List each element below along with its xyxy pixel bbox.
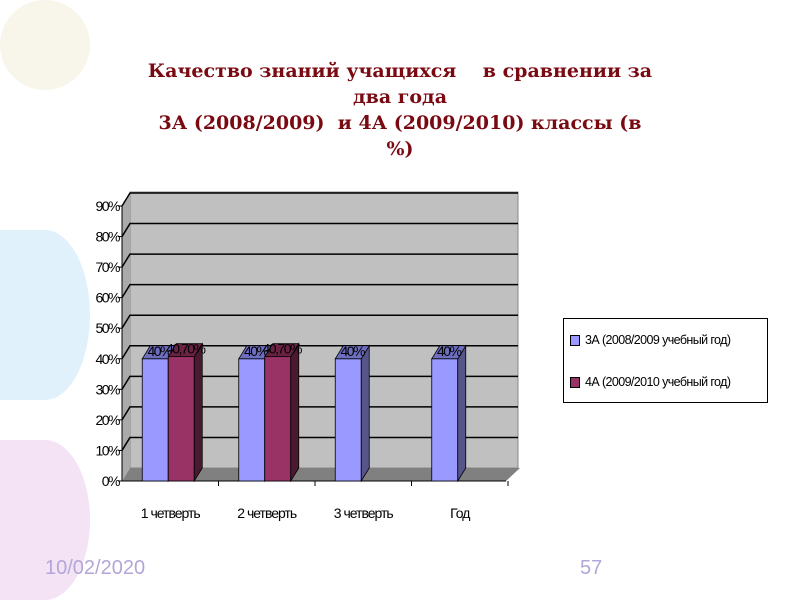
bar <box>141 358 169 482</box>
y-tick-label: 70% <box>95 259 120 275</box>
bar <box>431 358 459 482</box>
title-line: Качество знаний учащихся в сравнении за <box>147 60 653 82</box>
balloon-decoration <box>0 440 90 600</box>
gridline <box>121 314 518 329</box>
x-tick-label: 1 четверть <box>141 505 201 521</box>
data-label: 40,70% <box>166 341 206 357</box>
plot-floor <box>122 468 520 481</box>
y-tick-label: 30% <box>95 381 120 397</box>
title-line: %) <box>386 138 414 160</box>
chart-legend: 3А (2008/2009 учебный год) 4А (2009/2010… <box>563 318 768 403</box>
y-tick-label: 40% <box>95 351 120 367</box>
bar <box>334 358 362 482</box>
y-tick-label: 50% <box>95 320 120 336</box>
gridline <box>121 406 518 421</box>
legend-swatch <box>570 334 580 346</box>
data-label: 40,70% <box>263 341 303 357</box>
gridline <box>121 222 518 237</box>
y-tick-label: 90% <box>95 198 120 214</box>
legend-item: 4А (2009/2010 учебный год) <box>570 375 763 389</box>
bar-side <box>457 344 467 483</box>
balloon-decoration <box>0 0 90 90</box>
slide-number: 57 <box>580 557 603 579</box>
bar-side <box>360 344 370 483</box>
gridline <box>121 283 518 299</box>
bar <box>264 356 292 482</box>
bar <box>238 358 266 482</box>
title-line: 3А (2008/2009) и 4А (2009/2010) классы (… <box>158 112 642 134</box>
data-label: 40% <box>147 343 172 359</box>
y-tick-label: 80% <box>95 229 120 245</box>
legend-item: 3А (2008/2009 учебный год) <box>570 333 763 347</box>
gridline <box>121 375 518 390</box>
balloon-decoration <box>0 230 90 400</box>
legend-label: 3А (2008/2009 учебный год) <box>585 333 731 347</box>
slide-date: 10/02/2020 <box>45 557 146 579</box>
legend-swatch <box>570 376 580 388</box>
bar-chart: 0% 10% 20% 30% 40% 50% 60% 70% 80% 90% 1 четверть 4… <box>95 191 520 521</box>
data-label: 40% <box>340 343 365 359</box>
bar-top <box>334 345 370 360</box>
y-tick-label: 20% <box>95 412 120 428</box>
data-label: 40% <box>244 343 269 359</box>
bar <box>167 356 195 482</box>
slide-title: Качество знаний учащихся в сравнении за … <box>70 58 730 162</box>
y-tick-label: 10% <box>95 442 120 458</box>
legend-label: 4А (2009/2010 учебный год) <box>585 375 731 389</box>
x-tick-label: 2 четверть <box>237 505 297 521</box>
bar-side <box>193 342 203 483</box>
x-tick-label: Год <box>450 505 470 521</box>
y-tick-label: 0% <box>102 473 120 489</box>
x-tick-label: 3 четверть <box>334 505 394 521</box>
gridline <box>121 436 518 451</box>
gridline <box>121 345 518 360</box>
plot-side-wall <box>122 193 130 481</box>
gridline <box>121 253 518 268</box>
gridline <box>121 192 518 207</box>
bar-top <box>431 345 467 360</box>
data-label: 40% <box>437 343 462 359</box>
bar-side <box>290 342 300 483</box>
title-line: два года <box>352 86 448 108</box>
bar-top <box>167 343 203 358</box>
y-tick-label: 60% <box>95 290 120 306</box>
bar-top <box>264 343 300 358</box>
